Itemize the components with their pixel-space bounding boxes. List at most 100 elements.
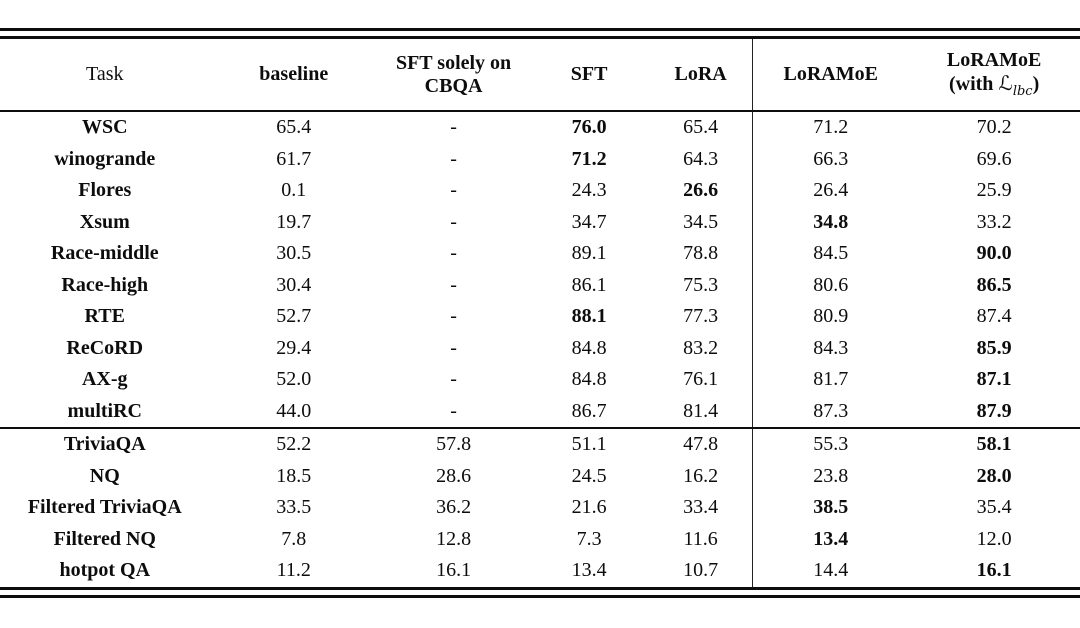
header-math-suffix: ) <box>1032 73 1040 96</box>
task-name: Flores <box>78 179 132 202</box>
value-cell: - <box>450 210 457 233</box>
table-row: Filtered TriviaQA 33.5 36.2 21.6 33.4 38.5 35.… <box>0 492 1080 524</box>
table-row: Race-middle 30.5 - 89.1 78.8 84.5 90.0 <box>0 238 1080 270</box>
value-cell: - <box>450 399 457 422</box>
value-cell: 61.7 <box>276 147 312 170</box>
value-cell: 65.4 <box>276 116 312 139</box>
value-cell: 86.7 <box>571 399 607 422</box>
table-row: WSC 65.4 - 76.0 65.4 71.2 70.2 <box>0 111 1080 144</box>
col-header-baseline: baseline <box>259 63 329 85</box>
value-cell: 83.2 <box>683 336 719 359</box>
task-name: WSC <box>81 116 128 139</box>
value-cell: 7.8 <box>281 527 307 550</box>
value-cell: 87.3 <box>752 395 909 428</box>
value-cell: 89.1 <box>571 242 607 265</box>
value-cell: - <box>450 242 457 265</box>
value-cell: 88.1 <box>571 305 607 328</box>
value-cell: 16.2 <box>683 464 719 487</box>
top-double-rule <box>0 28 1080 39</box>
col-header-sft-cbqa: SFT solely on CBQA <box>378 39 529 111</box>
value-cell: 26.6 <box>683 179 719 202</box>
header-math-prefix: (with <box>948 73 999 96</box>
value-cell: 86.5 <box>976 273 1012 296</box>
value-cell: 86.1 <box>571 273 607 296</box>
value-cell: 24.5 <box>571 464 607 487</box>
table-row: Xsum 19.7 - 34.7 34.5 34.8 33.2 <box>0 206 1080 238</box>
task-name: ReCoRD <box>66 336 144 359</box>
value-cell: 13.4 <box>571 559 607 582</box>
value-cell: 80.9 <box>752 301 909 333</box>
value-cell: 19.7 <box>276 210 312 233</box>
value-cell: 28.0 <box>976 464 1012 487</box>
value-cell: - <box>450 116 457 139</box>
task-name: hotpot QA <box>59 559 151 582</box>
value-cell: 70.2 <box>976 116 1012 139</box>
value-cell: 71.2 <box>752 111 909 144</box>
value-cell: 30.4 <box>276 273 312 296</box>
table-row: Race-high 30.4 - 86.1 75.3 80.6 86.5 <box>0 269 1080 301</box>
value-cell: 11.6 <box>683 527 718 550</box>
task-name: winogrande <box>54 147 156 170</box>
bottom-double-rule <box>0 586 1080 598</box>
table-row: AX-g 52.0 - 84.8 76.1 81.7 87.1 <box>0 364 1080 396</box>
loss-lbc-math-symbol: ℒ <box>998 71 1013 96</box>
task-name: AX-g <box>81 368 128 391</box>
value-cell: 25.9 <box>976 179 1012 202</box>
value-cell: 12.0 <box>976 527 1012 550</box>
table-row: RTE 52.7 - 88.1 77.3 80.9 87.4 <box>0 301 1080 333</box>
value-cell: 14.4 <box>752 555 909 587</box>
value-cell: 57.8 <box>436 433 472 456</box>
col-header-task: Task <box>86 63 124 85</box>
value-cell: 0.1 <box>281 179 307 202</box>
value-cell: - <box>450 336 457 359</box>
task-name: Race-high <box>61 273 149 296</box>
value-cell: 33.4 <box>683 496 719 519</box>
value-cell: - <box>450 368 457 391</box>
section-downstream-tasks: WSC 65.4 - 76.0 65.4 71.2 70.2 winogrande 61.7 - 7… <box>0 111 1080 428</box>
value-cell: 11.2 <box>276 559 311 582</box>
value-cell: 33.5 <box>276 496 312 519</box>
value-cell: 87.9 <box>976 399 1012 422</box>
value-cell: 16.1 <box>976 559 1012 582</box>
value-cell: 80.6 <box>752 269 909 301</box>
value-cell: 38.5 <box>752 492 909 524</box>
value-cell: 34.8 <box>752 206 909 238</box>
results-table: Task baseline SFT solely on CBQA SFT LoR… <box>0 39 1080 587</box>
col-header-sft: SFT <box>570 63 608 85</box>
value-cell: 85.9 <box>976 336 1012 359</box>
table-row: NQ 18.5 28.6 24.5 16.2 23.8 28.0 <box>0 460 1080 492</box>
value-cell: 52.7 <box>276 305 312 328</box>
value-cell: 44.0 <box>276 399 312 422</box>
value-cell: 29.4 <box>276 336 312 359</box>
value-cell: 26.4 <box>752 175 909 207</box>
value-cell: 77.3 <box>683 305 719 328</box>
value-cell: 84.8 <box>571 336 607 359</box>
value-cell: - <box>450 179 457 202</box>
value-cell: 21.6 <box>571 496 607 519</box>
value-cell: 81.7 <box>752 364 909 396</box>
value-cell: 33.2 <box>976 210 1012 233</box>
value-cell: 35.4 <box>976 496 1012 519</box>
value-cell: 75.3 <box>683 273 719 296</box>
table-header: Task baseline SFT solely on CBQA SFT LoR… <box>0 39 1080 111</box>
value-cell: 7.3 <box>576 527 602 550</box>
value-cell: 90.0 <box>976 242 1012 265</box>
value-cell: 76.1 <box>683 368 719 391</box>
value-cell: - <box>450 273 457 296</box>
task-name: Race-middle <box>50 242 159 265</box>
value-cell: 65.4 <box>683 116 719 139</box>
value-cell: 10.7 <box>683 559 719 582</box>
header-line-math: (with ℒlbc) <box>908 72 1080 100</box>
value-cell: 13.4 <box>752 523 909 555</box>
value-cell: 18.5 <box>276 464 312 487</box>
table-row: winogrande 61.7 - 71.2 64.3 66.3 69.6 <box>0 143 1080 175</box>
value-cell: 23.8 <box>752 460 909 492</box>
value-cell: 58.1 <box>976 433 1012 456</box>
section-cbqa-tasks: TriviaQA 52.2 57.8 51.1 47.8 55.3 58.1 NQ 18.5 28… <box>0 428 1080 587</box>
table-row: TriviaQA 52.2 57.8 51.1 47.8 55.3 58.1 <box>0 428 1080 461</box>
value-cell: 84.3 <box>752 332 909 364</box>
task-name: RTE <box>84 305 125 328</box>
task-name: multiRC <box>67 399 142 422</box>
task-name: NQ <box>89 464 120 487</box>
value-cell: 34.7 <box>571 210 607 233</box>
